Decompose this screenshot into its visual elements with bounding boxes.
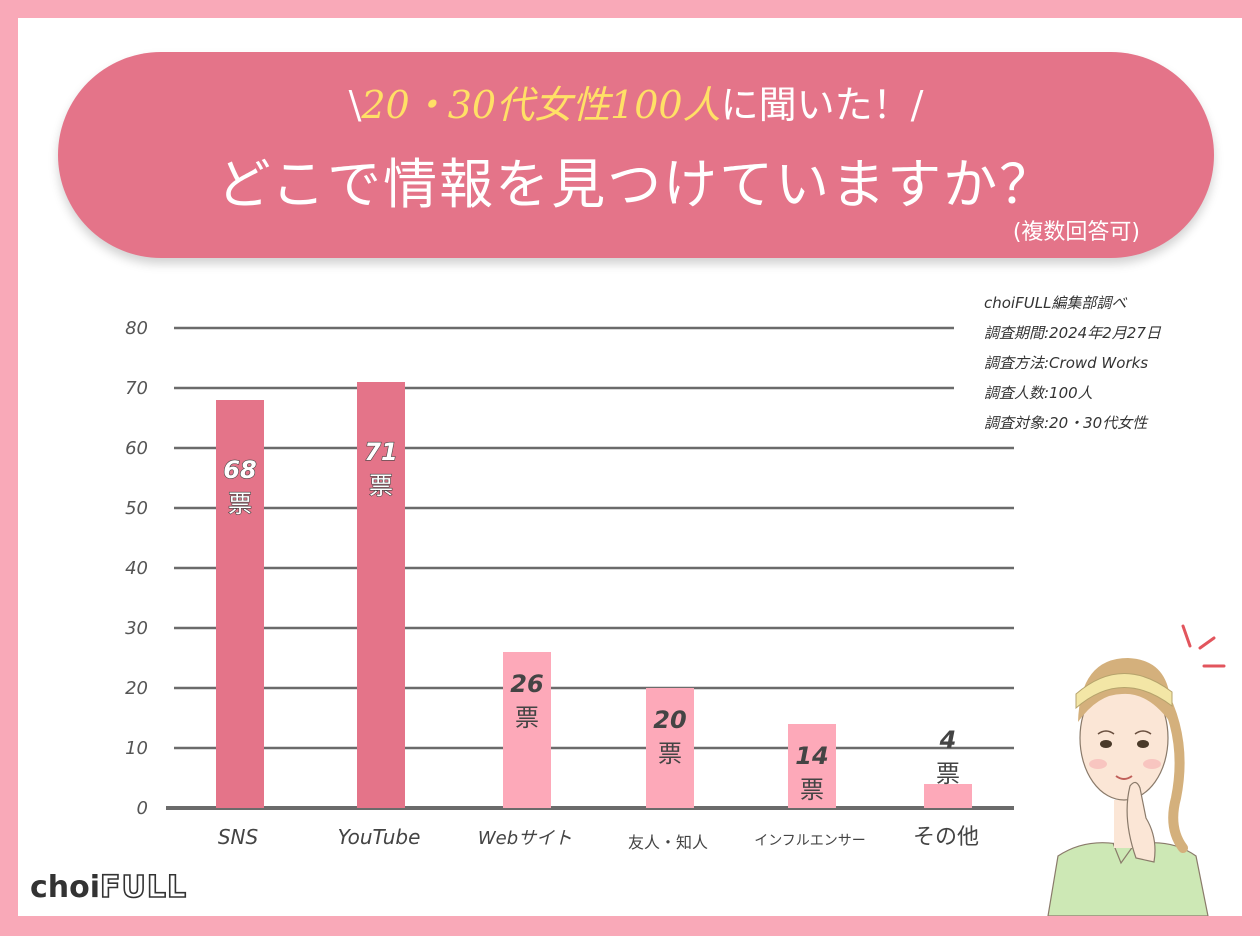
bar-5 bbox=[924, 784, 972, 808]
logo-choi: choi bbox=[30, 870, 101, 905]
y-tick-label: 30 bbox=[125, 618, 148, 639]
banner-highlight: 20・30代女性100人 bbox=[361, 83, 721, 127]
bar-2 bbox=[503, 652, 551, 808]
banner-rest: に聞いた！/ bbox=[720, 83, 924, 127]
survey-count: 調査人数:100人 bbox=[984, 384, 1093, 402]
x-category-label: インフルエンサー bbox=[754, 833, 866, 849]
x-category-label: SNS bbox=[218, 825, 259, 849]
y-tick-label: 40 bbox=[125, 558, 148, 579]
survey-source: choiFULL編集部調べ bbox=[984, 294, 1127, 312]
data-label-unit: 票 bbox=[515, 704, 539, 732]
choifull-logo: choiFULL bbox=[30, 869, 188, 906]
survey-period: 調査期間:2024年2月27日 bbox=[984, 324, 1161, 342]
data-label-unit: 票 bbox=[658, 740, 682, 768]
data-label-unit: 票 bbox=[228, 490, 252, 518]
y-tick-label: 50 bbox=[125, 498, 148, 519]
data-label-value: 14 bbox=[795, 742, 828, 770]
banner-subtitle: \20・30代女性100人に聞いた！/ bbox=[58, 74, 1214, 129]
data-label-value: 26 bbox=[510, 670, 543, 698]
data-label-unit: 票 bbox=[800, 776, 824, 804]
survey-info: choiFULL編集部調べ 調査期間:2024年2月27日 調査方法:Crowd… bbox=[984, 288, 1161, 438]
y-tick-label: 70 bbox=[125, 378, 148, 399]
data-label-value: 4 bbox=[939, 726, 957, 754]
y-tick-label: 10 bbox=[125, 738, 148, 759]
chart-card: \20・30代女性100人に聞いた！/ どこで情報を見つけていますか？ (複数回… bbox=[18, 18, 1242, 916]
data-label-value: 71 bbox=[364, 438, 397, 466]
x-category-label: YouTube bbox=[338, 825, 421, 849]
data-label-unit: 票 bbox=[936, 760, 960, 788]
multiple-answer-note: (複数回答可) bbox=[1012, 220, 1140, 245]
data-label-value: 68 bbox=[223, 456, 256, 484]
data-label-value: 20 bbox=[653, 706, 686, 734]
bar-3 bbox=[646, 688, 694, 808]
y-tick-label: 0 bbox=[137, 798, 148, 819]
survey-target: 調査対象:20・30代女性 bbox=[984, 414, 1148, 432]
y-tick-label: 80 bbox=[125, 318, 148, 339]
x-category-label: その他 bbox=[913, 825, 979, 850]
y-tick-label: 60 bbox=[125, 438, 148, 459]
y-tick-label: 20 bbox=[125, 678, 148, 699]
bar-0 bbox=[216, 400, 264, 808]
bar-chart: 0 10 20 30 40 50 60 70 80 68 票 SNS 71 票 YouTube 26 票 Webサ… bbox=[125, 318, 1014, 852]
x-category-label: Webサイト bbox=[478, 828, 572, 849]
bar-1 bbox=[357, 382, 405, 808]
exclaim-lines-icon bbox=[1181, 624, 1226, 668]
banner-prefix: \ bbox=[348, 83, 362, 127]
bar-4 bbox=[788, 724, 836, 808]
data-label-unit: 票 bbox=[369, 472, 393, 500]
chart-title: どこで情報を見つけていますか？ bbox=[216, 153, 1056, 216]
woman-illustration bbox=[1047, 624, 1226, 916]
title-banner: \20・30代女性100人に聞いた！/ どこで情報を見つけていますか？ (複数回… bbox=[58, 52, 1214, 258]
logo-full: FULL bbox=[99, 869, 188, 906]
survey-method: 調査方法:Crowd Works bbox=[984, 354, 1149, 372]
x-category-label: 友人・知人 bbox=[628, 833, 708, 852]
